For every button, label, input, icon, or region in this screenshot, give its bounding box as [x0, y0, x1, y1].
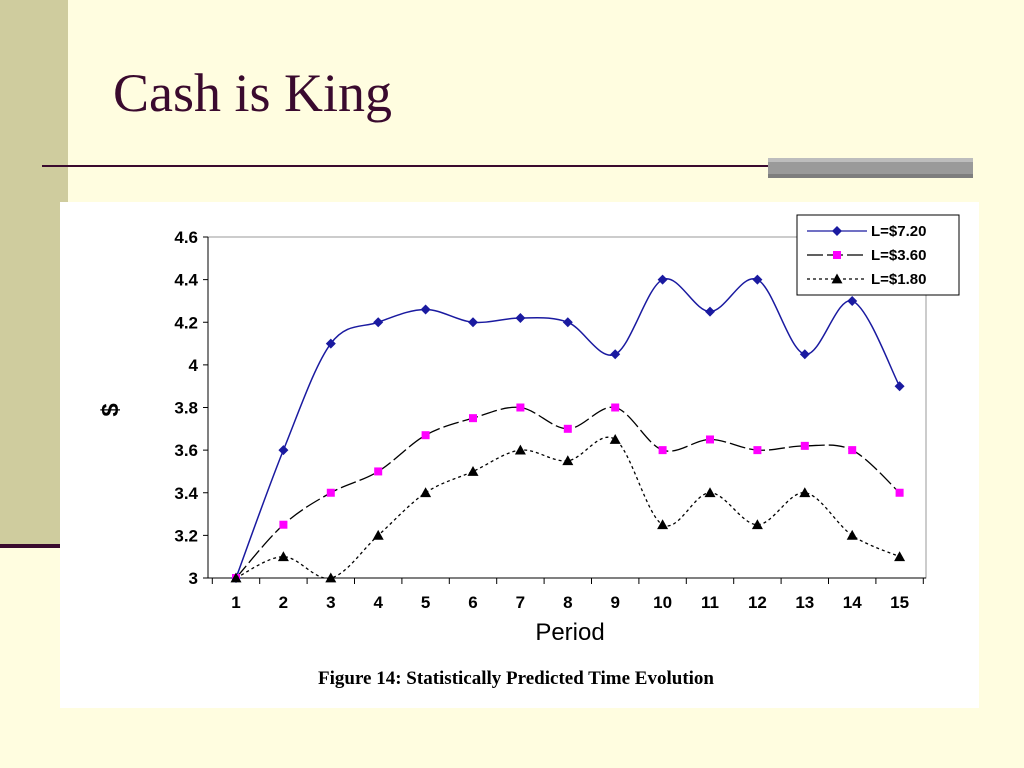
x-tick-label: 7: [516, 593, 525, 612]
data-point: [611, 403, 620, 412]
data-point: [279, 520, 288, 529]
data-point: [751, 519, 763, 530]
line-chart: 33.23.43.63.844.24.44.61 2 3 4 5 6 7 8 9 10 11 12 13…: [97, 214, 960, 689]
legend-box: [796, 214, 960, 296]
data-point: [846, 529, 858, 540]
data-point: [562, 455, 574, 466]
x-tick-label: 15: [890, 593, 909, 612]
title-accent-bar: [768, 158, 973, 178]
y-tick-label: 3: [189, 569, 198, 588]
x-tick-label: 14: [843, 593, 862, 612]
legend-marker: [831, 273, 843, 284]
data-point: [420, 487, 432, 498]
data-point: [752, 274, 763, 285]
data-point: [562, 317, 573, 328]
x-tick-label: 6: [468, 593, 477, 612]
data-point: [278, 445, 289, 456]
data-point: [609, 433, 621, 444]
data-point: [658, 446, 667, 455]
y-axis-title: $: [97, 403, 124, 417]
chart-panel: 3 3.2 3.4 3.6 3.8 4 4.2 4.4 4.6 1 2 3 4 5 6 7 8 9 10 11 12 13…: [60, 202, 979, 708]
title-divider: [42, 165, 972, 167]
slide-title: Cash is King: [113, 63, 393, 123]
data-point: [799, 487, 811, 498]
series-1: [231, 274, 905, 583]
y-tick-label: 4: [189, 356, 199, 375]
data-point: [230, 572, 242, 583]
x-tick-label: 11: [701, 593, 719, 612]
data-point: [467, 465, 479, 476]
data-point: [421, 431, 430, 440]
data-point: [325, 338, 336, 349]
x-tick-label: 10: [653, 593, 672, 612]
data-point: [799, 349, 810, 360]
data-point: [373, 317, 384, 328]
data-point: [657, 519, 669, 530]
y-tick-label: 4.2: [174, 313, 198, 332]
data-point: [895, 488, 904, 497]
side-band-rule: [0, 544, 68, 548]
data-point: [894, 551, 906, 562]
data-point: [514, 444, 526, 455]
data-point: [847, 295, 858, 306]
data-point: [894, 381, 905, 392]
figure-caption: Figure 14: Statistically Predicted Time …: [318, 668, 714, 689]
data-point: [372, 529, 384, 540]
x-tick-label: 13: [795, 593, 814, 612]
data-point: [420, 304, 431, 315]
data-point: [705, 306, 715, 317]
y-tick-label: 3.2: [174, 526, 198, 545]
x-tick-label: 5: [421, 593, 430, 612]
x-tick-label: 8: [563, 593, 572, 612]
legend-marker: [833, 251, 841, 259]
y-tick-label: 3.6: [174, 441, 198, 460]
x-tick-label: 9: [610, 593, 619, 612]
legend-marker: [832, 226, 842, 236]
data-point: [848, 446, 857, 455]
data-point: [704, 487, 716, 498]
legend-label: L=$3.60: [871, 247, 926, 264]
data-point: [326, 488, 335, 497]
legend: L=$7.20 L=$3.60 L=$1.80: [796, 214, 960, 296]
data-point: [325, 572, 337, 583]
y-tick-label: 3.8: [174, 399, 198, 418]
data-point: [515, 312, 526, 323]
x-axis-title: Period: [535, 619, 604, 646]
series-3: [230, 433, 906, 583]
side-band: [0, 0, 68, 548]
data-point: [706, 435, 714, 444]
legend-label: L=$7.20: [871, 223, 926, 240]
series-2: [232, 403, 904, 582]
data-point: [468, 317, 478, 328]
legend-label: L=$1.80: [871, 271, 926, 288]
y-tick-label: 3.4: [174, 484, 198, 503]
data-point: [563, 424, 572, 433]
x-tick-label: 3: [326, 593, 335, 612]
x-tick-label: 1: [231, 593, 240, 612]
data-point: [657, 274, 668, 285]
data-point: [374, 467, 383, 476]
y-tick-label: 4.6: [174, 228, 198, 247]
data-point: [277, 551, 289, 562]
data-point: [800, 441, 809, 450]
data-point: [610, 349, 621, 360]
data-point: [516, 403, 525, 412]
x-tick-label: 4: [373, 593, 383, 612]
series-lines: [230, 274, 906, 583]
y-tick-label: 4.4: [174, 271, 198, 290]
x-tick-label: 12: [748, 593, 767, 612]
axes: 33.23.43.63.844.24.44.61 2 3 4 5 6 7 8 9 10 11 12 13…: [174, 228, 927, 612]
x-tick-label: 2: [279, 593, 288, 612]
data-point: [469, 414, 477, 423]
series-line: [235, 436, 900, 579]
data-point: [753, 446, 762, 455]
